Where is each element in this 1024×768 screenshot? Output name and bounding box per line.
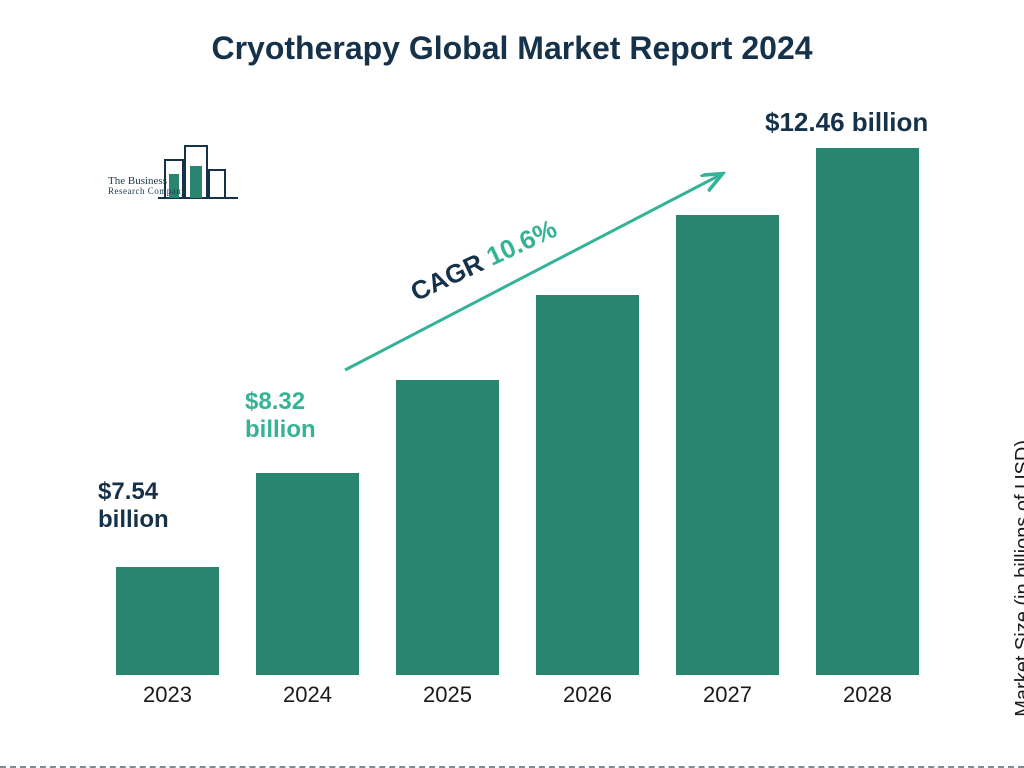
growth-arrow-icon (0, 0, 1024, 768)
